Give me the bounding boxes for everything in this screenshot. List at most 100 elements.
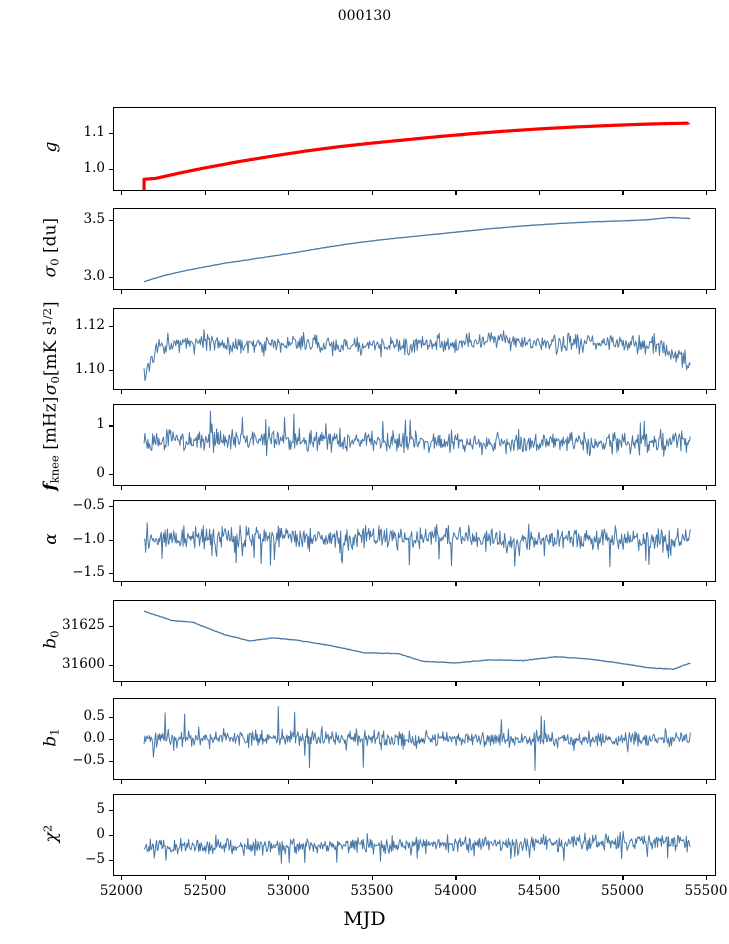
- data-line-sigma0_mK: [143, 328, 691, 382]
- x-tick-mark-b1-1: [204, 780, 206, 784]
- x-tick-mark-chi2-2: [288, 876, 290, 880]
- x-tick-mark-sigma0_du-7: [705, 290, 708, 294]
- x-tick-mark-b0-2: [288, 682, 290, 686]
- y-tick-mark-b1-1: [109, 739, 113, 741]
- figure-title: 000130: [337, 8, 392, 24]
- y-tick-mark-f_knee-1: [109, 425, 113, 427]
- x-tick-mark-alpha-5: [538, 582, 541, 586]
- x-tick-mark-g-3: [371, 191, 373, 195]
- x-tick-mark-sigma0_du-2: [288, 290, 290, 294]
- x-tick-label-3: 53500: [350, 883, 394, 899]
- x-tick-mark-g-4: [455, 191, 457, 195]
- y-tick-mark-alpha-0: [109, 506, 113, 508]
- y-tick-mark-b1-2: [109, 760, 113, 762]
- x-tick-mark-sigma0_mK-6: [622, 390, 624, 394]
- x-tick-label-6: 55000: [600, 883, 644, 899]
- x-tick-mark-b1-4: [455, 780, 457, 784]
- x-tick-mark-sigma0_du-5: [538, 290, 541, 294]
- y-tick-label-sigma0_mK-0: 1.10: [74, 361, 105, 378]
- x-tick-mark-sigma0_du-6: [622, 290, 624, 294]
- x-tick-mark-g-5: [538, 191, 541, 195]
- x-tick-mark-sigma0_mK-2: [288, 390, 290, 394]
- x-tick-mark-alpha-6: [622, 582, 624, 586]
- panel-b0: [113, 600, 716, 682]
- x-tick-mark-chi2-6: [622, 876, 624, 880]
- x-tick-mark-sigma0_mK-7: [705, 390, 708, 394]
- x-tick-mark-sigma0_du-4: [455, 290, 457, 294]
- x-tick-mark-chi2-5: [538, 876, 541, 880]
- x-tick-mark-f_knee-0: [121, 486, 123, 490]
- x-tick-mark-sigma0_mK-4: [455, 390, 457, 394]
- panel-g: [113, 107, 716, 191]
- x-tick-mark-b1-0: [121, 780, 123, 784]
- y-tick-label-alpha-2: −1.5: [72, 564, 105, 580]
- x-tick-label-4: 54000: [433, 883, 477, 899]
- x-tick-mark-sigma0_mK-5: [538, 390, 541, 394]
- y-tick-label-g-0: 1.0: [83, 159, 105, 176]
- y-tick-mark-alpha-2: [109, 573, 113, 575]
- y-tick-label-chi2-0: 5: [96, 801, 105, 817]
- y-tick-label-b1-2: −0.5: [72, 751, 105, 768]
- x-tick-label-0: 52000: [99, 883, 143, 899]
- x-tick-mark-alpha-2: [288, 582, 290, 586]
- panel-sigma0_mK: [113, 308, 716, 390]
- x-tick-mark-b0-5: [538, 682, 541, 686]
- x-tick-mark-b1-3: [371, 780, 373, 784]
- x-tick-mark-b1-5: [538, 780, 541, 784]
- y-tick-mark-sigma0_du-0: [109, 276, 113, 278]
- x-tick-mark-sigma0_du-1: [204, 290, 206, 294]
- x-tick-mark-g-7: [705, 191, 708, 195]
- y-tick-label-f_knee-1: 1: [96, 416, 105, 433]
- plot-area-g: [142, 121, 691, 190]
- x-tick-mark-g-0: [121, 191, 123, 195]
- x-tick-mark-f_knee-4: [455, 486, 457, 490]
- x-tick-mark-chi2-1: [204, 876, 206, 880]
- x-tick-mark-sigma0_mK-3: [371, 390, 373, 394]
- plot-area-f_knee: [143, 410, 691, 457]
- x-tick-mark-sigma0_du-3: [371, 290, 373, 294]
- x-tick-mark-b0-7: [705, 682, 708, 686]
- panel-b1: [113, 698, 716, 780]
- y-tick-mark-sigma0_mK-0: [109, 370, 113, 372]
- x-tick-mark-alpha-0: [121, 582, 123, 586]
- x-tick-mark-f_knee-2: [288, 486, 290, 490]
- x-tick-mark-chi2-0: [121, 876, 123, 880]
- y-tick-mark-chi2-1: [109, 835, 113, 837]
- x-tick-mark-b0-6: [622, 682, 624, 686]
- x-tick-mark-chi2-7: [705, 876, 708, 880]
- x-tick-mark-alpha-7: [705, 582, 708, 586]
- y-tick-mark-g-0: [109, 168, 113, 171]
- y-tick-label-g-1: 1.1: [83, 123, 105, 140]
- y-tick-label-alpha-0: −0.5: [72, 497, 105, 514]
- y-tick-label-chi2-1: 0: [96, 826, 105, 842]
- y-tick-mark-g-1: [109, 132, 113, 134]
- x-tick-mark-f_knee-1: [204, 486, 206, 490]
- y-tick-mark-chi2-0: [109, 810, 113, 812]
- x-tick-mark-chi2-4: [455, 876, 457, 880]
- y-tick-mark-b0-1: [109, 626, 113, 628]
- x-tick-mark-sigma0_mK-0: [121, 390, 123, 394]
- x-tick-mark-f_knee-6: [622, 486, 624, 490]
- x-tick-mark-b0-1: [204, 682, 206, 686]
- x-tick-mark-alpha-4: [455, 582, 457, 586]
- y-tick-label-b1-1: 0.0: [83, 730, 105, 746]
- x-tick-mark-b0-4: [455, 682, 457, 686]
- y-tick-label-b0-0: 31600: [62, 656, 105, 673]
- x-tick-mark-sigma0_du-0: [121, 290, 123, 294]
- data-line-f_knee: [143, 410, 691, 457]
- panel-chi2: [113, 794, 716, 876]
- data-line-sigma0_du: [143, 216, 691, 283]
- x-tick-mark-b1-6: [622, 780, 624, 784]
- x-axis-label: MJD: [343, 908, 386, 930]
- plot-area-b0: [144, 610, 691, 670]
- data-line-chi2: [143, 830, 691, 864]
- y-tick-mark-f_knee-0: [109, 474, 113, 476]
- data-line-b0: [144, 610, 691, 670]
- x-tick-mark-alpha-1: [204, 582, 206, 586]
- panel-alpha: [113, 500, 716, 582]
- y-tick-mark-alpha-1: [109, 539, 113, 541]
- y-tick-mark-b1-0: [109, 717, 113, 719]
- y-tick-mark-sigma0_du-1: [109, 220, 113, 222]
- y-tick-mark-sigma0_mK-1: [109, 325, 113, 327]
- panel-sigma0_du: [113, 208, 716, 290]
